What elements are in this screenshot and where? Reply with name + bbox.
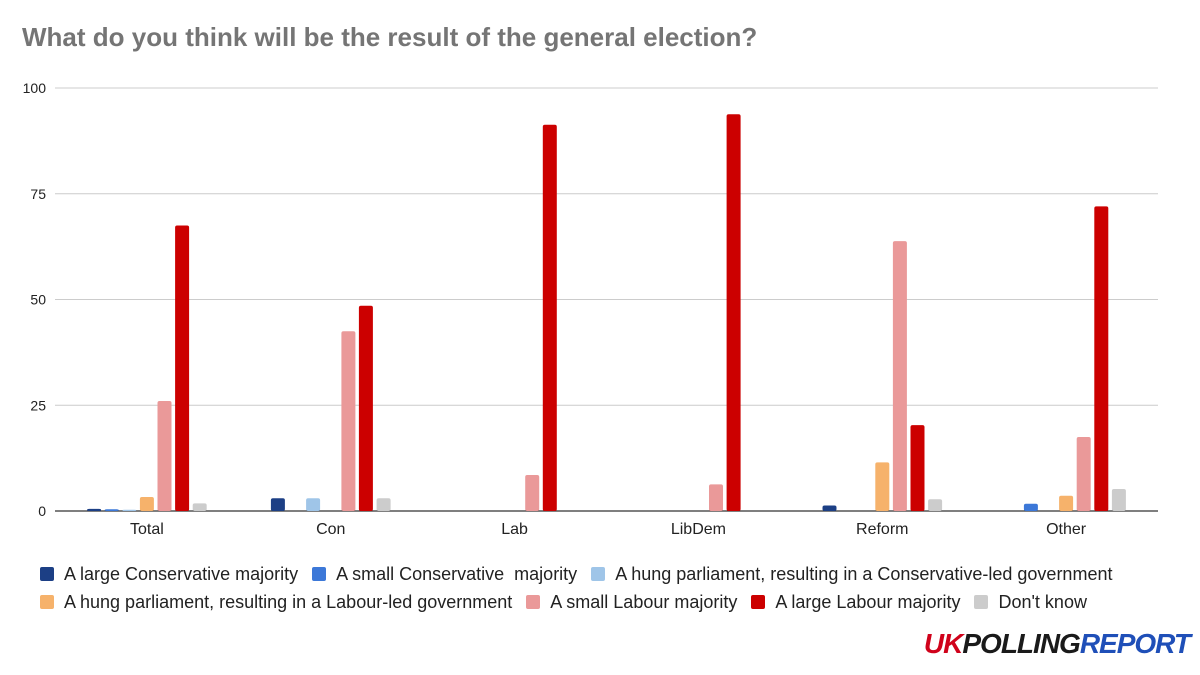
bar (157, 401, 172, 511)
bar (822, 505, 837, 511)
x-category-label: Total (130, 521, 164, 538)
legend-swatch (312, 567, 327, 581)
bar (1111, 489, 1126, 511)
y-tick-label: 25 (30, 397, 46, 413)
x-axis-labels: Total Con Lab LibDem Reform Other (130, 521, 1087, 538)
y-tick-label: 50 (30, 292, 46, 308)
bar (892, 241, 907, 511)
legend-item: A large Conservative majority (40, 564, 298, 585)
legend-label: A small Conservative majority (336, 563, 578, 584)
bar (910, 425, 925, 511)
x-category-label: LibDem (671, 521, 726, 538)
y-axis-ticks: 0 25 50 75 100 (23, 80, 47, 519)
bar (709, 484, 723, 511)
legend-label: A large Labour majority (775, 591, 961, 612)
legend-item: A hung parliament, resulting in a Conser… (591, 564, 1112, 585)
bar (306, 498, 321, 511)
legend-swatch (40, 595, 54, 609)
ukpollingreport-logo: UKPOLLINGREPORT (923, 628, 1191, 660)
legend-label: A hung parliament, resulting in a Conser… (615, 563, 1113, 584)
legend-swatch (40, 567, 54, 581)
x-category-label: Other (1046, 521, 1087, 538)
bar (1023, 503, 1038, 511)
legend-label: Don't know (998, 591, 1087, 612)
x-category-label: Reform (856, 521, 908, 538)
legend-swatch (974, 595, 989, 609)
bar (928, 499, 943, 511)
legend-item: A small Labour majority (526, 592, 737, 613)
bar (542, 124, 557, 512)
logo-part: POLLING (962, 628, 1080, 659)
gridlines (55, 87, 1158, 512)
legend-label: A small Labour majority (550, 591, 738, 612)
bars (87, 114, 1126, 512)
legend-row: A large Conservative majority A small Con… (40, 560, 1180, 588)
bar (104, 509, 119, 511)
y-tick-label: 0 (38, 503, 46, 519)
bar (376, 498, 391, 511)
bar (726, 114, 741, 511)
bar (525, 475, 540, 511)
legend-item: A hung parliament, resulting in a Labour… (40, 592, 512, 613)
bar (1059, 495, 1074, 511)
y-tick-label: 75 (30, 186, 46, 202)
legend-row: A hung parliament, resulting in a Labour… (40, 588, 1180, 616)
bar (1076, 437, 1091, 511)
bar (139, 497, 154, 511)
legend-swatch (751, 595, 766, 609)
legend-swatch (526, 595, 541, 609)
logo-part: REPORT (1079, 628, 1191, 659)
bar (875, 462, 890, 511)
bar (192, 503, 207, 511)
legend-label: A large Conservative majority (64, 563, 299, 584)
bar (270, 498, 285, 511)
bar (358, 305, 373, 511)
legend-swatch (591, 567, 606, 581)
x-category-label: Con (316, 521, 345, 538)
chart-title: What do you think will be the result of … (22, 22, 758, 52)
legend-item: A small Conservative majority (312, 564, 577, 585)
legend: A large Conservative majority A small Con… (40, 560, 1180, 616)
bar (122, 509, 137, 511)
bar (341, 331, 356, 511)
bar (87, 508, 102, 511)
legend-label: A hung parliament, resulting in a Labour… (64, 591, 513, 612)
x-category-label: Lab (501, 521, 528, 538)
bar-chart: 0 25 50 75 100 Total Con Lab LibDem Reform Other (23, 80, 1158, 538)
logo-part: UK (923, 628, 963, 659)
legend-item: Don't know (974, 591, 1087, 613)
bar (1094, 206, 1109, 511)
bar (175, 225, 190, 511)
legend-item: A large Labour majority (751, 592, 960, 613)
y-tick-label: 100 (23, 80, 47, 96)
